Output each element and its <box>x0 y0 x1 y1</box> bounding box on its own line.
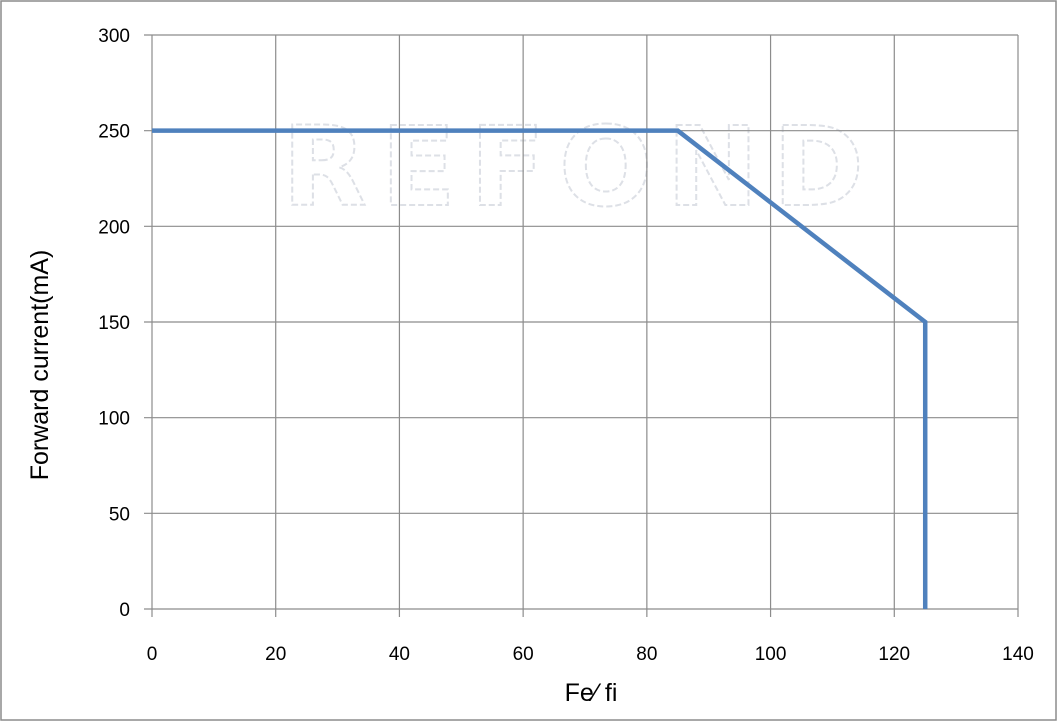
x-tick-label-120: 120 <box>878 644 910 665</box>
series-line-0 <box>152 128 928 609</box>
x-tick-label-40: 40 <box>389 644 410 665</box>
y-tick-label-100: 100 <box>98 409 130 430</box>
y-tick-label-300: 300 <box>98 26 130 47</box>
watermark-logo: REFOND <box>282 103 878 231</box>
x-tick-label-100: 100 <box>755 644 787 665</box>
y-axis-title: Forward current(mA) <box>26 250 54 481</box>
x-tick-label-0: 0 <box>147 644 158 665</box>
y-tick-label-50: 50 <box>109 504 130 525</box>
y-tick-label-200: 200 <box>98 217 130 238</box>
tick-labels: 0 50 100 150 200 250 300 0 20 40 60 80 100 120 140 <box>98 26 1034 665</box>
y-tick-label-0: 0 <box>119 600 130 621</box>
series-layer <box>152 128 928 609</box>
x-tick-label-80: 80 <box>636 644 657 665</box>
x-tick-label-20: 20 <box>265 644 286 665</box>
y-tick-label-150: 150 <box>98 313 130 334</box>
x-tick-label-60: 60 <box>513 644 534 665</box>
x-axis-title: Fe⁄ fi <box>565 679 618 707</box>
y-tick-label-250: 250 <box>98 122 130 143</box>
x-tick-label-140: 140 <box>1002 644 1034 665</box>
